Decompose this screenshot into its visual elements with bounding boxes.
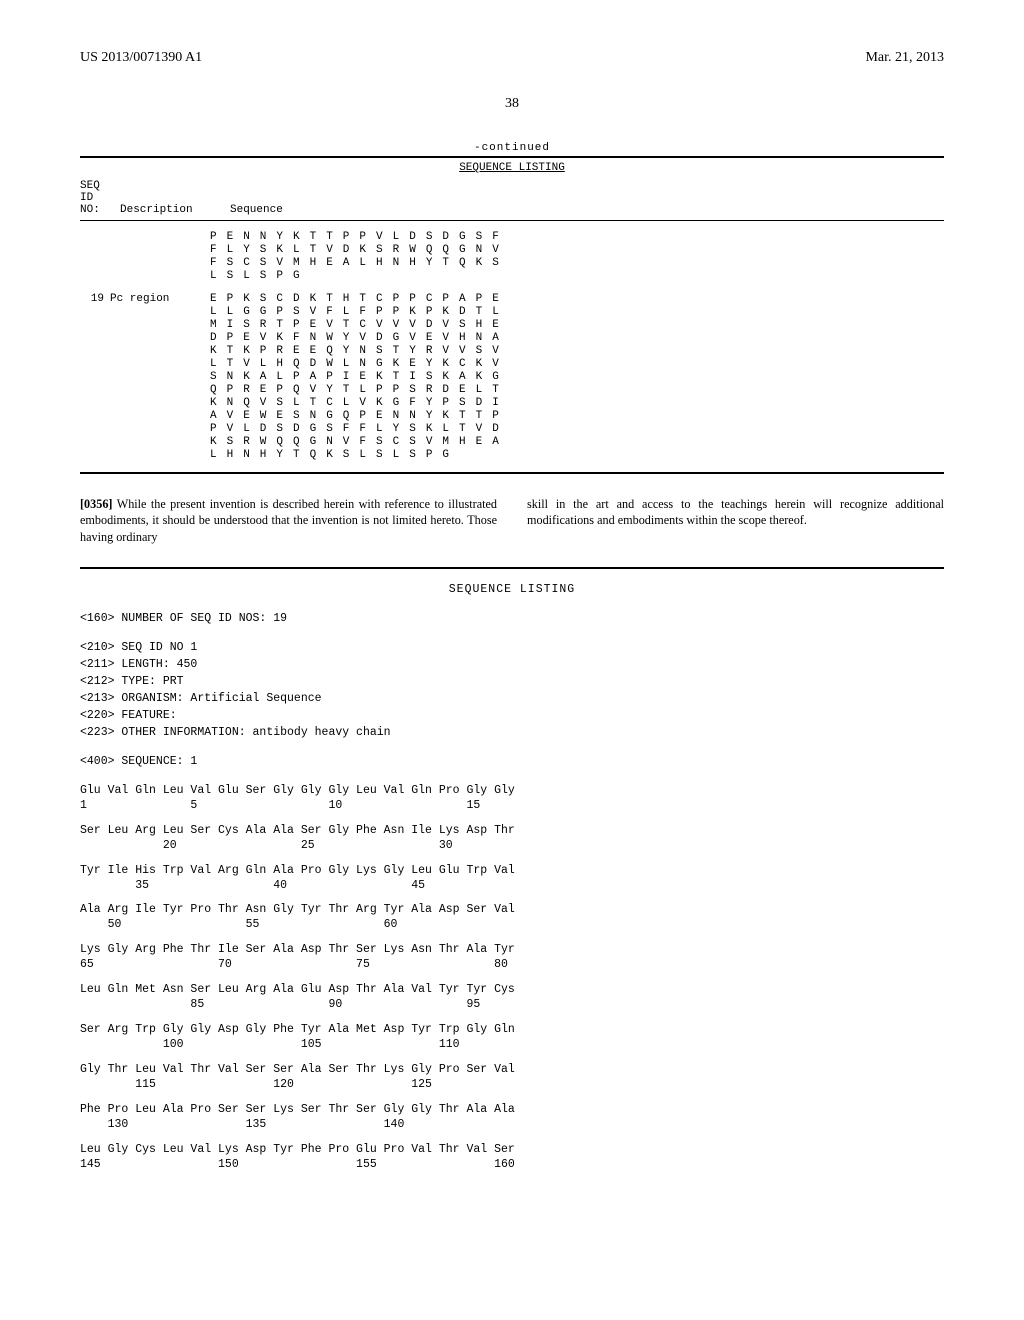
sequence-group: Lys Gly Arg Phe Thr Ile Ser Ala Asp Thr … (80, 943, 944, 973)
meta-210: <210> SEQ ID NO 1 (80, 641, 944, 656)
sequence-group: Leu Gln Met Asn Ser Leu Arg Ala Glu Asp … (80, 983, 944, 1013)
seq-row: PENNYKTTPPVLDSDGSF (210, 231, 509, 243)
sequence-group: Gly Thr Leu Val Thr Val Ser Ser Ala Ser … (80, 1063, 944, 1093)
num-line: 50 55 60 (80, 918, 944, 933)
aa-line: Leu Gly Cys Leu Val Lys Asp Tyr Phe Pro … (80, 1143, 944, 1158)
num-line: 65 70 75 80 (80, 958, 944, 973)
seq-row: KNQVSLTCLVKGFYPSDI (210, 397, 509, 409)
table-column-headers: SEQ ID NO: Description Sequence (80, 180, 944, 216)
col-sequence: Sequence (230, 204, 283, 216)
aa-line: Ala Arg Ile Tyr Pro Thr Asn Gly Tyr Thr … (80, 903, 944, 918)
seq-row: AVEWESNGQPENNYKTTP (210, 410, 509, 422)
seq-row: KSRWQQGNVFSCSVMHEA (210, 436, 509, 448)
seq-row: FLYSKLTVDKSRWQQGNV (210, 244, 509, 256)
listing-title: SEQUENCE LISTING (80, 583, 944, 598)
sequence-table-continued: -continued SEQUENCE LISTING SEQ ID NO: D… (80, 142, 944, 474)
paragraph-text-right: skill in the art and access to the teach… (527, 497, 944, 527)
meta-220: <220> FEATURE: (80, 709, 944, 724)
sequence-group: Ala Arg Ile Tyr Pro Thr Asn Gly Tyr Thr … (80, 903, 944, 933)
meta-213: <213> ORGANISM: Artificial Sequence (80, 692, 944, 707)
paragraph-text-left: While the present invention is described… (80, 497, 497, 544)
seq-id: 19 (80, 293, 110, 305)
aa-line: Ser Arg Trp Gly Gly Asp Gly Phe Tyr Ala … (80, 1023, 944, 1038)
num-line: 1 5 10 15 (80, 799, 944, 814)
seq-row: LTVLHQDWLNGKEYKCKV (210, 358, 509, 370)
seq-row: DPEVKFNWYVDGVEVHNA (210, 332, 509, 344)
seq-row: EPKSCDKTHTCPPCPAPE (210, 293, 509, 305)
sequence-group: Leu Gly Cys Leu Val Lys Asp Tyr Phe Pro … (80, 1143, 944, 1173)
sequence-listing-block: SEQUENCE LISTING <160> NUMBER OF SEQ ID … (80, 567, 944, 1172)
aa-line: Tyr Ile His Trp Val Arg Gln Ala Pro Gly … (80, 864, 944, 879)
seq-row: LLGGPSVFLFPPKPKDTL (210, 306, 509, 318)
col-seq: SEQ (80, 180, 110, 192)
seq-row: MISRTPEVTCVVVDVSHE (210, 319, 509, 331)
sequence-group: Glu Val Gln Leu Val Glu Ser Gly Gly Gly … (80, 784, 944, 814)
seq-row: FSCSVMHEALHNHYTQKS (210, 257, 509, 269)
sequence-group: Tyr Ile His Trp Val Arg Gln Ala Pro Gly … (80, 864, 944, 894)
aa-line: Glu Val Gln Leu Val Glu Ser Gly Gly Gly … (80, 784, 944, 799)
num-line: 85 90 95 (80, 998, 944, 1013)
seq-row: KTKPREEQYNSTYRVVSV (210, 345, 509, 357)
seq-row: PVLDSDGSFFLYSKLTVD (210, 423, 509, 435)
num-line: 20 25 30 (80, 839, 944, 854)
continued-label: -continued (80, 142, 944, 154)
seq-desc: Pc region (110, 293, 210, 305)
seq-row: LSLSPG (210, 270, 310, 282)
aa-line: Gly Thr Leu Val Thr Val Ser Ser Ala Ser … (80, 1063, 944, 1078)
sequence-group: Phe Pro Leu Ala Pro Ser Ser Lys Ser Thr … (80, 1103, 944, 1133)
num-line: 35 40 45 (80, 879, 944, 894)
meta-212: <212> TYPE: PRT (80, 675, 944, 690)
col-id: ID (80, 192, 110, 204)
num-line: 145 150 155 160 (80, 1158, 944, 1173)
sequence-group: Ser Arg Trp Gly Gly Asp Gly Phe Tyr Ala … (80, 1023, 944, 1053)
aa-line: Leu Gln Met Asn Ser Leu Arg Ala Glu Asp … (80, 983, 944, 998)
sequence-group: Ser Leu Arg Leu Ser Cys Ala Ala Ser Gly … (80, 824, 944, 854)
page-header: US 2013/0071390 A1 Mar. 21, 2013 (80, 50, 944, 66)
num-line: 100 105 110 (80, 1038, 944, 1053)
page-number: 38 (80, 96, 944, 112)
meta-223: <223> OTHER INFORMATION: antibody heavy … (80, 726, 944, 741)
meta-160: <160> NUMBER OF SEQ ID NOS: 19 (80, 612, 944, 627)
body-paragraph: [0356] While the present invention is de… (80, 496, 944, 545)
aa-line: Phe Pro Leu Ala Pro Ser Ser Lys Ser Thr … (80, 1103, 944, 1118)
meta-400: <400> SEQUENCE: 1 (80, 755, 944, 770)
paragraph-number: [0356] (80, 497, 113, 511)
num-line: 130 135 140 (80, 1118, 944, 1133)
sequence-rows: Glu Val Gln Leu Val Glu Ser Gly Gly Gly … (80, 784, 944, 1173)
num-line: 115 120 125 (80, 1078, 944, 1093)
col-description: Description (120, 204, 220, 216)
aa-line: Lys Gly Arg Phe Thr Ile Ser Ala Asp Thr … (80, 943, 944, 958)
aa-line: Ser Leu Arg Leu Ser Cys Ala Ala Ser Gly … (80, 824, 944, 839)
publication-number: US 2013/0071390 A1 (80, 50, 202, 66)
seq-row: LHNHYTQKSLSLSPG (210, 449, 459, 461)
seq-row: QPREPQVYTLPPSRDELT (210, 384, 509, 396)
sequence-listing-title: SEQUENCE LISTING (80, 162, 944, 174)
col-no: NO: (80, 204, 110, 216)
seq-row: SNKALPAPIEKTISKAKG (210, 371, 509, 383)
meta-211: <211> LENGTH: 450 (80, 658, 944, 673)
publication-date: Mar. 21, 2013 (865, 50, 944, 66)
